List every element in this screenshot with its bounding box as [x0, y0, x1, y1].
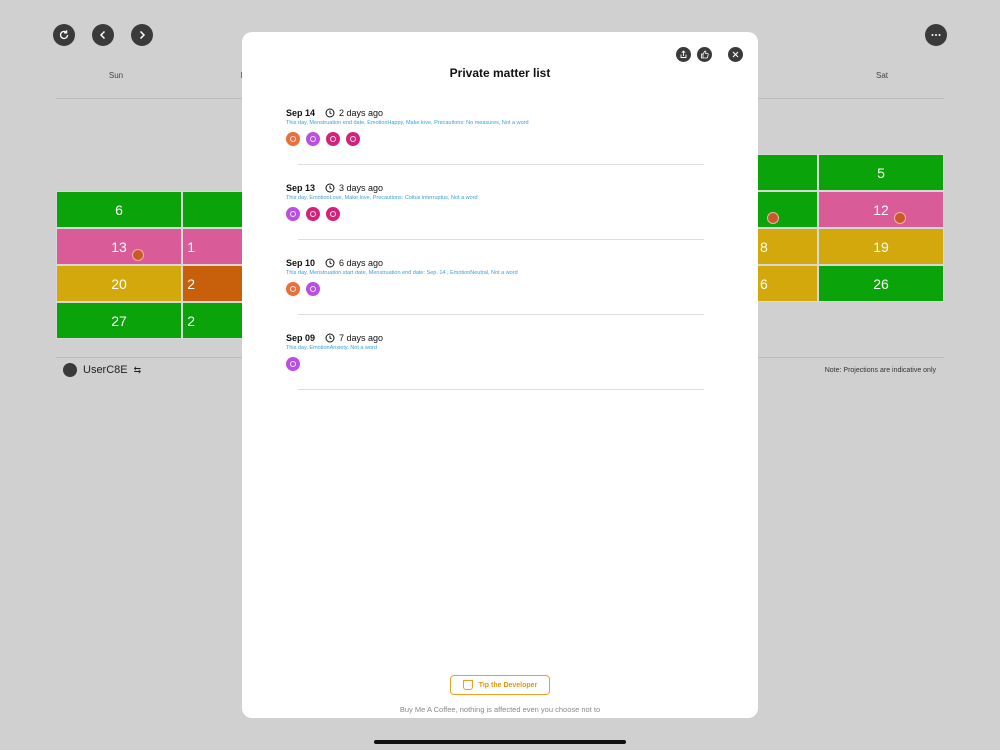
emotion-happy-icon: [306, 132, 320, 146]
user-group-icon: [63, 363, 77, 377]
make-love-icon: [306, 207, 320, 221]
entry-description: This day, Menstruation end date, Emotion…: [286, 120, 529, 126]
day-cell[interactable]: 27: [56, 302, 182, 339]
clock-icon: [325, 258, 335, 268]
list-item[interactable]: Sep 14 2 days ago This day, Menstruation…: [286, 108, 706, 146]
emotion-anxiety-icon: [286, 357, 300, 371]
refresh-icon: [59, 30, 69, 40]
share-icon: [680, 50, 687, 58]
modal-title: Private matter list: [449, 66, 551, 80]
close-icon: [732, 51, 739, 58]
entry-divider: [298, 389, 704, 390]
coitus-interruptus-icon: [326, 207, 340, 221]
tip-developer-button[interactable]: Tip the Developer: [450, 675, 550, 695]
entry-ago: 6 days ago: [339, 258, 384, 268]
entry-ago: 7 days ago: [339, 333, 384, 343]
entry-ago: 3 days ago: [339, 183, 384, 193]
day-cell[interactable]: 12: [818, 191, 944, 228]
entry-divider: [298, 239, 704, 240]
day-cell[interactable]: 26: [818, 265, 944, 302]
coffee-note: Buy Me A Coffee, nothing is affected eve…: [399, 705, 601, 714]
make-love-icon: [326, 132, 340, 146]
chevron-left-icon: [99, 30, 106, 40]
user-name: UserC8E: [83, 364, 128, 376]
entry-date: Sep 14: [286, 108, 316, 118]
entry-divider: [298, 314, 704, 315]
event-marker-icon: [132, 249, 144, 261]
entry-description: This day, EmotionAnxiety, Not a word: [286, 345, 377, 351]
weekday-sun: Sun: [108, 71, 124, 80]
entry-date: Sep 13: [286, 183, 316, 193]
list-item[interactable]: Sep 09 7 days ago This day, EmotionAnxie…: [286, 333, 706, 371]
tip-label: Tip the Developer: [478, 681, 538, 689]
day-cell[interactable]: 13: [56, 228, 182, 265]
private-matter-modal: Private matter list Sep 14 2 days ago Th…: [242, 32, 758, 718]
entry-date: Sep 10: [286, 258, 316, 268]
entry-description: This day, Menstruation start date, Menst…: [286, 270, 518, 276]
weekday-sat: Sat: [875, 71, 888, 80]
clock-icon: [325, 183, 335, 193]
ellipsis-icon: [931, 34, 941, 36]
event-marker-icon: [767, 212, 779, 224]
day-cell[interactable]: 20: [56, 265, 182, 302]
entry-description: This day, EmotionLove, Make love, Precau…: [286, 195, 478, 201]
event-marker-icon: [894, 212, 906, 224]
menstruation-end-icon: [286, 132, 300, 146]
entry-date: Sep 09: [286, 333, 316, 343]
home-indicator[interactable]: [374, 740, 626, 744]
list-item[interactable]: Sep 13 3 days ago This day, EmotionLove,…: [286, 183, 706, 221]
menstruation-start-icon: [286, 282, 300, 296]
day-cell[interactable]: 5: [818, 154, 944, 191]
list-item[interactable]: Sep 10 6 days ago This day, Menstruation…: [286, 258, 706, 296]
clock-icon: [325, 333, 335, 343]
more-options-button[interactable]: [925, 24, 947, 46]
projection-note: Note: Projections are indicative only: [824, 367, 936, 374]
previous-month-button[interactable]: [92, 24, 114, 46]
day-cell[interactable]: 6: [56, 191, 182, 228]
thumbs-up-icon: [701, 50, 709, 59]
emotion-neutral-icon: [306, 282, 320, 296]
swap-icon: ⇆: [133, 364, 142, 375]
day-cell[interactable]: 19: [818, 228, 944, 265]
close-button[interactable]: [728, 47, 743, 62]
share-button[interactable]: [676, 47, 691, 62]
entry-divider: [298, 164, 704, 165]
next-month-button[interactable]: [131, 24, 153, 46]
refresh-button[interactable]: [53, 24, 75, 46]
emotion-love-icon: [286, 207, 300, 221]
chevron-right-icon: [139, 30, 146, 40]
coffee-cup-icon: [462, 680, 473, 690]
no-measures-icon: [346, 132, 360, 146]
clock-icon: [325, 108, 335, 118]
user-selector[interactable]: UserC8E ⇆: [63, 363, 141, 377]
entry-ago: 2 days ago: [339, 108, 384, 118]
thumbs-up-button[interactable]: [697, 47, 712, 62]
